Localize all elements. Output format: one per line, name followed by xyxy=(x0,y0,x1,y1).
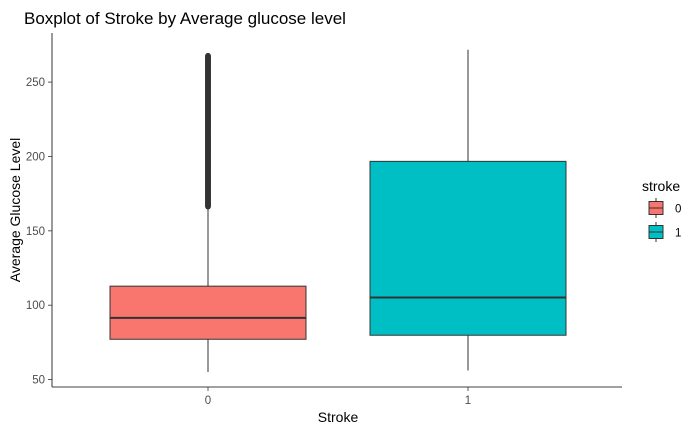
outliers xyxy=(205,52,211,210)
y-tick-label: 50 xyxy=(32,375,45,387)
plot-area xyxy=(109,49,567,372)
y-axis-ticks: 50 100 150 200 250 xyxy=(26,77,52,387)
box-iqr xyxy=(109,285,307,340)
chart-title: Boxplot of Stroke by Average glucose lev… xyxy=(24,9,346,28)
legend-label: 1 xyxy=(675,228,681,240)
legend: stroke 0 1 xyxy=(642,178,681,242)
x-axis-title: Stroke xyxy=(318,409,359,425)
x-tick-label: 1 xyxy=(465,395,471,407)
x-tick-label: 0 xyxy=(205,395,211,407)
y-tick-label: 100 xyxy=(26,300,45,312)
y-tick-label: 200 xyxy=(26,151,45,163)
outlier-point xyxy=(205,52,211,59)
legend-item-0: 0 xyxy=(648,198,681,218)
legend-item-1: 1 xyxy=(648,222,681,242)
y-tick-label: 150 xyxy=(26,226,45,238)
legend-label: 0 xyxy=(675,204,681,216)
y-axis-title: Average Glucose Level xyxy=(7,138,23,283)
y-tick-label: 250 xyxy=(26,77,45,89)
legend-title: stroke xyxy=(642,178,680,194)
box-1 xyxy=(369,49,567,371)
box-iqr xyxy=(369,160,567,336)
box-0 xyxy=(109,52,307,372)
